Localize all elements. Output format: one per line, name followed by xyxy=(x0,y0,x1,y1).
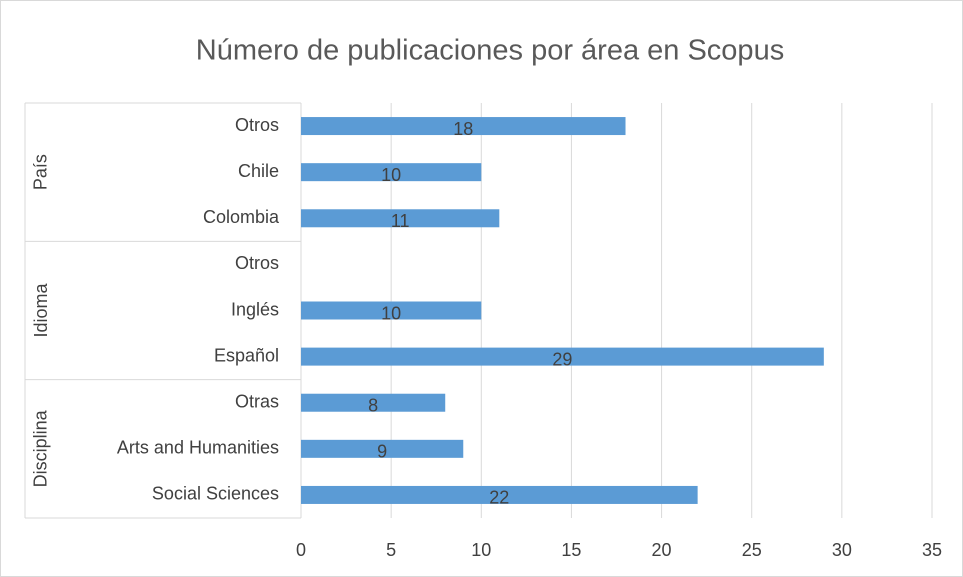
bar xyxy=(301,163,482,182)
x-tick-label: 30 xyxy=(832,540,852,560)
x-tick-label: 10 xyxy=(471,540,491,560)
y-tick-label: Otros xyxy=(235,115,279,135)
chart-title: Número de publicaciones por área en Scop… xyxy=(196,35,784,67)
y-tick-label: Español xyxy=(214,345,279,365)
data-label: 18 xyxy=(453,119,473,139)
bar xyxy=(301,117,626,136)
y-tick-label: Arts and Humanities xyxy=(117,438,279,458)
y-tick-label: Colombia xyxy=(203,207,280,227)
group-label: Idioma xyxy=(31,283,51,338)
bar xyxy=(301,485,698,504)
data-label: 29 xyxy=(552,349,572,369)
data-label: 9 xyxy=(377,442,387,462)
group-label: Disciplina xyxy=(31,409,51,487)
y-tick-label: Otras xyxy=(235,391,279,411)
y-tick-label: Otros xyxy=(235,253,279,273)
x-tick-label: 35 xyxy=(922,540,942,560)
bar xyxy=(301,301,482,320)
data-label: 10 xyxy=(381,165,401,185)
bar xyxy=(301,347,824,366)
data-label: 8 xyxy=(368,395,378,415)
bar xyxy=(301,393,446,412)
data-label: 22 xyxy=(489,488,509,508)
data-label: 10 xyxy=(381,303,401,323)
y-tick-label: Chile xyxy=(238,161,279,181)
x-tick-label: 0 xyxy=(296,540,306,560)
x-tick-label: 15 xyxy=(561,540,581,560)
x-tick-label: 5 xyxy=(386,540,396,560)
y-tick-label: Inglés xyxy=(231,299,279,319)
data-label: 11 xyxy=(391,211,410,231)
bar xyxy=(301,209,500,228)
x-tick-label: 25 xyxy=(742,540,762,560)
y-tick-label: Social Sciences xyxy=(152,484,279,504)
x-tick-label: 20 xyxy=(652,540,672,560)
group-label: País xyxy=(31,154,51,190)
bar xyxy=(301,439,464,458)
